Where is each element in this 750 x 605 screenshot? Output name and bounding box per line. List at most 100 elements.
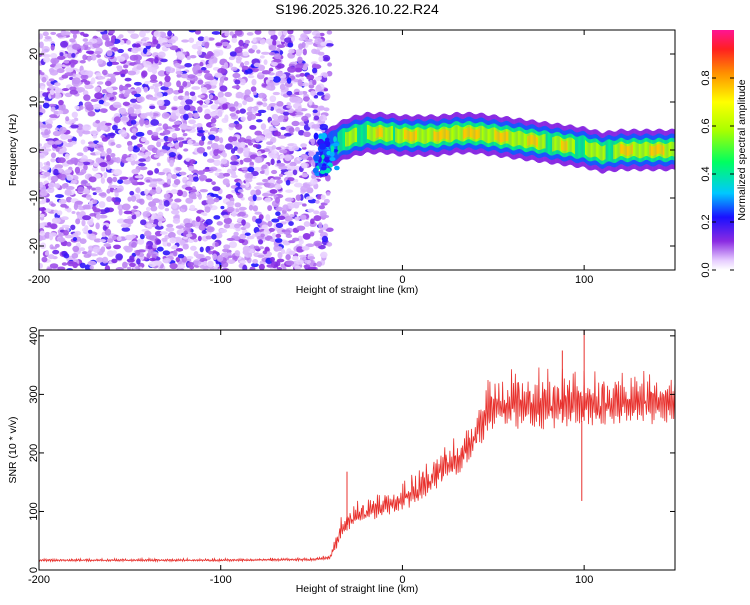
ridge-cell: [577, 136, 579, 159]
noise-cell: [44, 198, 51, 203]
noise-cell: [266, 264, 275, 268]
ridge-cell: [413, 131, 416, 141]
ridge-cell: [608, 139, 611, 162]
ridge-cell: [454, 125, 456, 140]
noise-cell: [156, 246, 164, 252]
noise-cell: [170, 209, 180, 215]
noise-cell: [211, 181, 216, 186]
noise-cell: [133, 145, 138, 150]
ridge-cell: [429, 127, 431, 142]
ridge-cell: [427, 127, 430, 143]
noise-cell: [42, 102, 50, 109]
noise-cell: [282, 111, 290, 116]
ridge-cell: [660, 144, 662, 154]
noise-cell: [210, 104, 219, 110]
noise-cell: [130, 98, 137, 103]
noise-cell: [117, 48, 124, 54]
ridge-cell: [356, 127, 358, 143]
noise-cell: [131, 214, 137, 220]
ridge-cell: [366, 124, 369, 140]
ridge-cell: [592, 142, 595, 157]
noise-cell: [205, 64, 213, 69]
noise-cell: [234, 30, 243, 36]
ridge-cell: [393, 122, 395, 145]
noise-cell: [298, 37, 306, 42]
noise-cell: [57, 266, 66, 270]
noise-cell: [88, 233, 97, 241]
noise-cell: [293, 182, 303, 188]
noise-cell: [228, 56, 235, 61]
ridge-cell: [610, 139, 612, 162]
noise-cell: [277, 31, 283, 37]
noise-cell: [102, 225, 107, 231]
noise-cell: [82, 38, 89, 42]
noise-cell: [141, 70, 148, 78]
noise-cell: [167, 30, 173, 37]
noise-cell: [247, 166, 255, 173]
x-tick-label: -200: [28, 274, 50, 286]
noise-cell: [301, 82, 310, 87]
noise-cell: [132, 104, 141, 110]
noise-cell: [191, 86, 201, 90]
noise-cell: [313, 210, 320, 215]
ridge-cell: [435, 131, 438, 142]
ridge-cell: [535, 137, 538, 147]
noise-cell: [311, 174, 317, 180]
noise-cell: [238, 206, 247, 211]
ridge-cell: [328, 132, 331, 164]
noise-cell: [121, 227, 131, 232]
noise-cell: [193, 112, 200, 119]
x-tick-label: -200: [28, 574, 50, 586]
ridge-cell: [450, 127, 453, 143]
ridge-cell: [501, 132, 503, 143]
noise-cell: [150, 119, 160, 126]
noise-cell: [322, 214, 330, 219]
noise-cell: [157, 70, 167, 77]
noise-cell: [219, 228, 228, 234]
noise-cell: [325, 43, 334, 47]
noise-cell: [206, 198, 216, 205]
noise-cell: [39, 152, 46, 159]
ridge-cell: [564, 141, 566, 151]
noise-cell: [302, 203, 307, 207]
noise-cell: [50, 31, 57, 36]
noise-cell: [92, 208, 101, 213]
noise-cell: [188, 30, 196, 33]
ridge-cell: [578, 136, 580, 159]
noise-cell: [136, 143, 143, 148]
noise-cell: [193, 259, 202, 266]
noise-cell: [70, 124, 79, 129]
ridge-cell: [493, 127, 495, 142]
noise-cell: [113, 168, 123, 176]
noise-cell: [299, 72, 305, 77]
noise-cell: [180, 73, 190, 79]
ridge-cell: [492, 127, 494, 142]
ridge-cell: [480, 125, 482, 141]
noise-cell: [186, 181, 193, 186]
noise-cell: [171, 132, 178, 139]
noise-cell: [286, 105, 293, 109]
ridge-cell: [638, 143, 640, 159]
noise-cell: [275, 146, 282, 150]
noise-cell: [83, 253, 91, 258]
noise-cell: [289, 162, 296, 167]
ridge-cell: [555, 135, 557, 151]
noise-cell: [121, 203, 131, 211]
noise-cell: [43, 56, 51, 63]
noise-cell: [41, 256, 48, 263]
ridge-cell: [605, 140, 608, 163]
ridge-cell: [658, 144, 660, 154]
noise-cell: [39, 53, 43, 57]
ridge-cell: [542, 134, 544, 149]
noise-cell: [64, 234, 73, 239]
ridge-cell: [374, 126, 376, 142]
noise-cell: [98, 192, 107, 197]
noise-cell: [268, 52, 276, 56]
noise-cell: [294, 67, 303, 73]
noise-cell: [74, 105, 80, 110]
noise-cell: [300, 154, 309, 160]
ridge-cell: [527, 136, 529, 146]
noise-cell: [89, 212, 97, 217]
noise-cell: [297, 105, 302, 112]
ridge-cell: [526, 133, 528, 149]
